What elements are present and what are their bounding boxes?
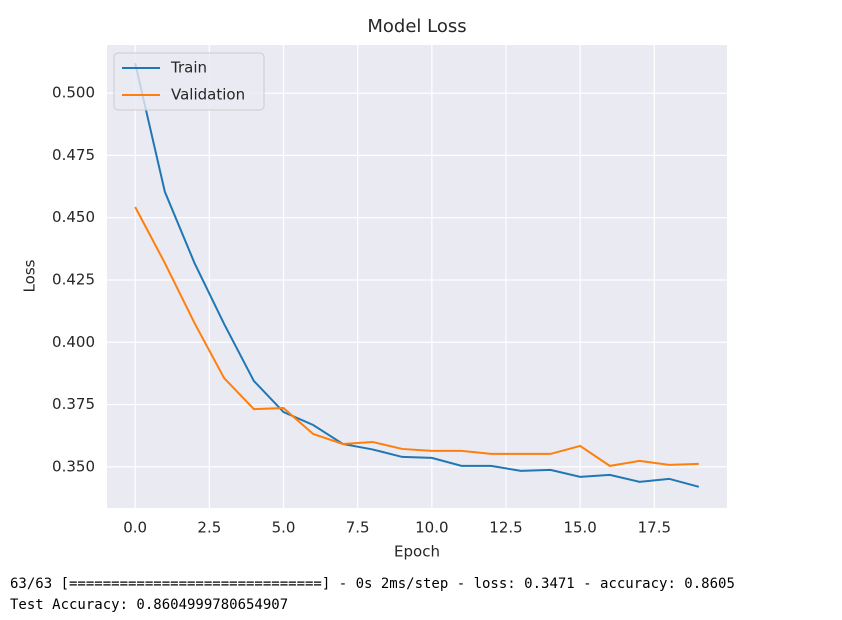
x-tick-label: 17.5 bbox=[638, 519, 671, 537]
y-tick-label: 0.500 bbox=[52, 84, 95, 102]
legend: Train Validation bbox=[113, 52, 265, 111]
y-axis-label: Loss bbox=[21, 259, 39, 292]
x-tick-label: 0.0 bbox=[123, 519, 147, 537]
console-line: Test Accuracy: 0.8604999780654907 bbox=[10, 597, 289, 613]
plot-area bbox=[107, 45, 727, 508]
y-tick-label: 0.425 bbox=[52, 270, 95, 288]
line-series bbox=[134, 206, 699, 467]
y-tick-label: 0.450 bbox=[52, 208, 95, 226]
x-tick-label: 2.5 bbox=[197, 519, 221, 537]
y-tick-label: 0.475 bbox=[52, 146, 95, 164]
chart-title: Model Loss bbox=[367, 16, 466, 37]
chart: Model Loss Epoch Loss Train Validation 0.… bbox=[21, 16, 727, 561]
lines bbox=[134, 62, 700, 488]
console-output: 63/63 [==============================] -… bbox=[10, 574, 735, 616]
x-tick-label: 15.0 bbox=[563, 519, 596, 537]
y-tick-label: 0.350 bbox=[52, 457, 95, 475]
x-axis-label: Epoch bbox=[394, 543, 440, 561]
legend-label: Validation bbox=[171, 86, 245, 104]
legend-label: Train bbox=[170, 59, 207, 77]
line-series bbox=[134, 62, 700, 488]
console-line: 63/63 [==============================] -… bbox=[10, 576, 735, 592]
x-tick-label: 7.5 bbox=[346, 519, 370, 537]
grid bbox=[107, 45, 727, 508]
x-tick-label: 10.0 bbox=[415, 519, 448, 537]
y-tick-label: 0.400 bbox=[52, 333, 95, 351]
y-tick-label: 0.375 bbox=[52, 395, 95, 413]
x-tick-label: 5.0 bbox=[272, 519, 296, 537]
x-tick-label: 12.5 bbox=[489, 519, 522, 537]
